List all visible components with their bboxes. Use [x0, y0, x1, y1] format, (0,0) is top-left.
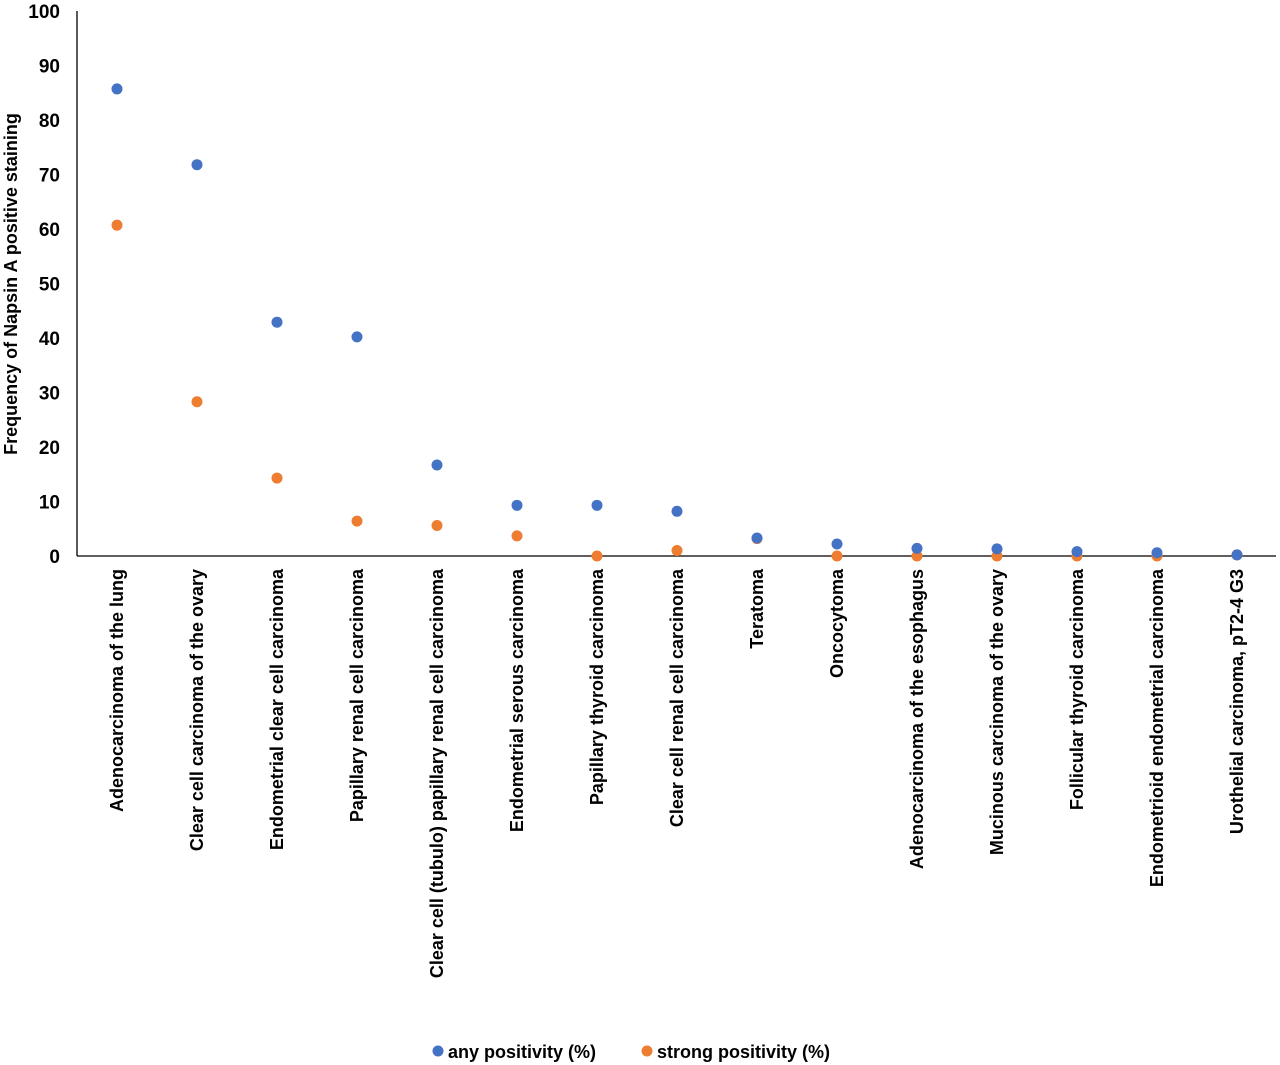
x-category-label: Urothelial carcinoma, pT2-4 G3 — [1227, 569, 1247, 834]
legend-label-any-positivity: any positivity (%) — [448, 1042, 596, 1062]
data-point-strong-positivity — [591, 550, 603, 562]
x-category-label: Mucinous carcinoma of the ovary — [987, 569, 1007, 855]
data-point-any-positivity — [591, 499, 603, 511]
data-point-strong-positivity — [191, 396, 203, 408]
data-point-any-positivity — [1231, 549, 1243, 561]
legend-label-strong-positivity: strong positivity (%) — [657, 1042, 830, 1062]
x-category-label: Teratoma — [747, 568, 767, 649]
data-point-strong-positivity — [351, 515, 363, 527]
data-point-any-positivity — [351, 331, 363, 343]
x-category-label: Clear cell renal cell carcinoma — [667, 568, 687, 827]
data-point-strong-positivity — [271, 472, 283, 484]
data-point-any-positivity — [991, 543, 1003, 555]
y-tick-label-100: 100 — [28, 2, 60, 23]
x-category-label: Papillary thyroid carcinoma — [587, 568, 607, 805]
y-tick-label-80: 80 — [39, 111, 60, 132]
y-tick-label-60: 60 — [39, 220, 60, 241]
data-point-any-positivity — [1151, 547, 1163, 559]
data-point-any-positivity — [431, 459, 443, 471]
data-points — [111, 83, 1243, 562]
data-point-any-positivity — [1071, 546, 1083, 558]
x-category-label: Endometrial serous carcinoma — [507, 568, 527, 832]
y-tick-label-90: 90 — [39, 57, 60, 78]
y-tick-label-0: 0 — [49, 547, 60, 568]
x-category-label: Papillary renal cell carcinoma — [347, 568, 367, 822]
data-point-strong-positivity — [831, 550, 843, 562]
y-tick-label-50: 50 — [39, 275, 60, 296]
data-point-any-positivity — [671, 505, 683, 517]
x-category-label: Clear cell carcinoma of the ovary — [187, 569, 207, 851]
y-axis-title: Frequency of Napsin A positive staining — [1, 113, 21, 455]
data-point-strong-positivity — [911, 550, 923, 562]
x-axis-categories: Adenocarcinoma of the lung Clear cell car… — [107, 568, 1247, 978]
data-point-any-positivity — [511, 499, 523, 511]
legend-marker-any-positivity — [432, 1045, 444, 1057]
y-tick-label-10: 10 — [39, 493, 60, 514]
data-point-any-positivity — [191, 159, 203, 171]
y-axis-ticks: 0 10 20 30 40 50 60 70 80 90 100 — [28, 2, 60, 568]
y-tick-label-70: 70 — [39, 166, 60, 187]
y-tick-label-30: 30 — [39, 384, 60, 405]
x-category-label: Adenocarcinoma of the esophagus — [907, 569, 927, 869]
data-point-strong-positivity — [111, 219, 123, 231]
y-tick-label-20: 20 — [39, 438, 60, 459]
legend-marker-strong-positivity — [641, 1045, 653, 1057]
data-point-any-positivity — [911, 542, 923, 554]
data-point-any-positivity — [111, 83, 123, 95]
x-category-label: Oncocytoma — [827, 568, 847, 678]
legend: any positivity (%) strong positivity (%) — [432, 1042, 830, 1062]
x-category-label: Endometrioid endometrial carcinoma — [1147, 568, 1167, 887]
x-category-label: Clear cell (tubulo) papillary renal cell… — [427, 568, 447, 978]
data-point-any-positivity — [751, 532, 763, 544]
x-category-label: Follicular thyroid carcinoma — [1067, 568, 1087, 810]
data-point-strong-positivity — [671, 545, 683, 557]
x-category-label: Endometrial clear cell carcinoma — [267, 568, 287, 850]
data-point-any-positivity — [831, 538, 843, 550]
axes — [76, 11, 1276, 557]
data-point-any-positivity — [271, 316, 283, 328]
data-point-strong-positivity — [511, 530, 523, 542]
y-tick-label-40: 40 — [39, 329, 60, 350]
x-category-label: Adenocarcinoma of the lung — [107, 569, 127, 812]
data-point-strong-positivity — [431, 519, 443, 531]
